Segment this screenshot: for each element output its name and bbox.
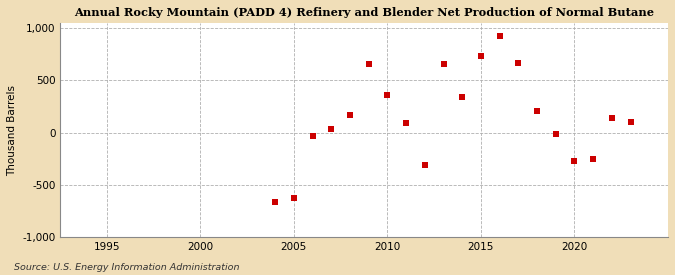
Point <box>307 134 318 138</box>
Point <box>513 61 524 65</box>
Point <box>550 132 561 136</box>
Point <box>457 95 468 99</box>
Point <box>494 34 505 39</box>
Point <box>401 121 412 126</box>
Point <box>532 109 543 113</box>
Point <box>344 113 355 118</box>
Point <box>569 159 580 163</box>
Point <box>270 200 281 204</box>
Point <box>438 62 449 66</box>
Point <box>363 62 374 66</box>
Text: Source: U.S. Energy Information Administration: Source: U.S. Energy Information Administ… <box>14 263 239 272</box>
Point <box>625 120 636 125</box>
Y-axis label: Thousand Barrels: Thousand Barrels <box>7 85 17 176</box>
Point <box>607 116 618 120</box>
Point <box>419 163 430 167</box>
Title: Annual Rocky Mountain (PADD 4) Refinery and Blender Net Production of Normal But: Annual Rocky Mountain (PADD 4) Refinery … <box>74 7 654 18</box>
Point <box>588 157 599 161</box>
Point <box>382 93 393 97</box>
Point <box>288 196 299 200</box>
Point <box>326 126 337 131</box>
Point <box>475 54 486 58</box>
